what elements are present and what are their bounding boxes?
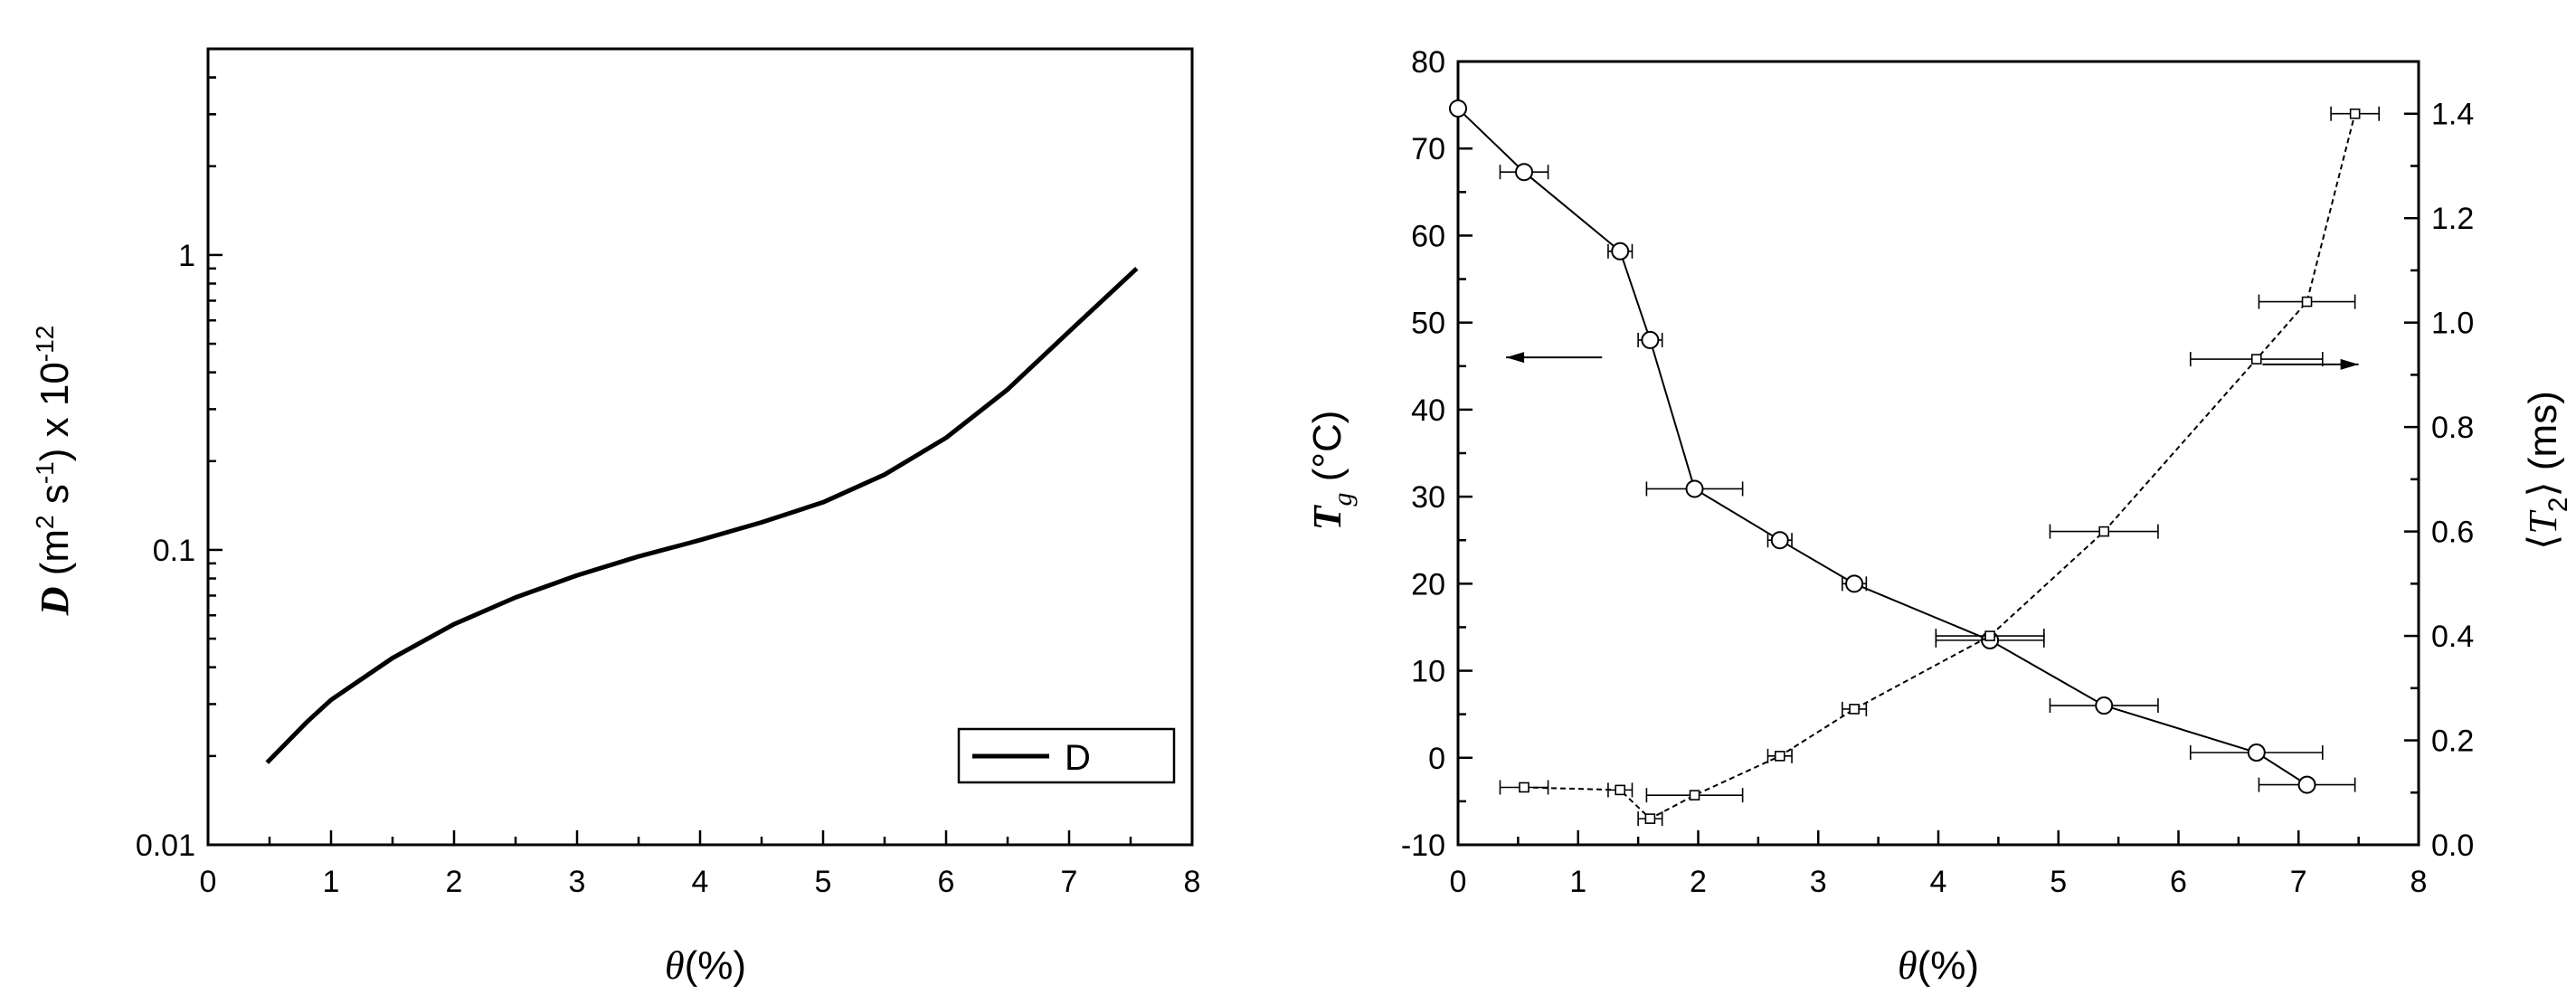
right-y-tick-label: 40 bbox=[1411, 393, 1445, 428]
data-point-square bbox=[1774, 751, 1785, 762]
right-y2-tick-label: 0.8 bbox=[2431, 411, 2474, 445]
left-legend: D bbox=[957, 727, 1176, 784]
data-point-circle bbox=[2247, 744, 2266, 762]
right-series bbox=[1449, 99, 2380, 827]
data-point-circle bbox=[1641, 330, 1660, 349]
left-legend-label: D bbox=[1065, 738, 1091, 778]
left-x-ticks: 0 1 2 3 4 5 6 7 8 bbox=[200, 830, 1201, 899]
right-y-tick-label: 0 bbox=[1428, 742, 1445, 776]
right-y-axis-label: Tg (°C) bbox=[1305, 411, 1358, 531]
data-point-circle bbox=[1770, 531, 1789, 550]
arrow-head-left bbox=[1506, 352, 1525, 364]
left-series bbox=[265, 266, 1139, 764]
right-y-tick-label: 70 bbox=[1411, 132, 1445, 166]
data-point-circle bbox=[1685, 479, 1704, 498]
data-point-circle bbox=[2095, 696, 2114, 715]
right-y2-tick-label: 0.2 bbox=[2431, 725, 2474, 759]
left-y-ticks: 0.01 0.1 1 bbox=[136, 47, 223, 863]
data-point-square bbox=[2098, 526, 2109, 537]
left-y-tick-label: 1 bbox=[178, 239, 195, 273]
right-plot-frame bbox=[1456, 60, 2420, 847]
right-x-tick-label: 4 bbox=[1930, 865, 1947, 899]
right-x-tick-label: 3 bbox=[1810, 865, 1827, 899]
data-point-square bbox=[1644, 813, 1656, 824]
right-y2-tick-label: 0.4 bbox=[2431, 620, 2474, 654]
right-x-tick-label: 6 bbox=[2170, 865, 2187, 899]
right-x-axis-label: θ(%) bbox=[1898, 943, 1979, 988]
data-point-circle bbox=[1449, 99, 1467, 118]
data-point-square bbox=[1615, 784, 1626, 796]
right-x-tick-label: 2 bbox=[1690, 865, 1707, 899]
right-x-ticks: 0 1 2 3 4 5 6 7 8 bbox=[1450, 830, 2428, 899]
left-x-tick-label: 1 bbox=[323, 865, 340, 899]
right-x-tick-label: 0 bbox=[1450, 865, 1467, 899]
right-y-tick-label: 50 bbox=[1411, 307, 1445, 341]
data-point-circle bbox=[1515, 163, 1534, 182]
series-line-2 bbox=[1523, 113, 2356, 820]
left-x-tick-label: 5 bbox=[815, 865, 832, 899]
data-point-circle bbox=[2297, 775, 2316, 794]
left-x-tick-label: 0 bbox=[200, 865, 217, 899]
data-point-square bbox=[2301, 296, 2313, 308]
left-chart: 0 1 2 3 4 5 6 7 8 0.01 0.1 1 D θ(%) D (m2 s-1) x 1… bbox=[31, 47, 1201, 988]
right-y2-tick-label: 1.4 bbox=[2431, 98, 2474, 132]
right-x-tick-label: 5 bbox=[2050, 865, 2067, 899]
data-point-square bbox=[1689, 790, 1700, 800]
right-y2-tick-label: 1.2 bbox=[2431, 202, 2474, 236]
right-x-tick-label: 8 bbox=[2410, 865, 2428, 899]
series-line-D bbox=[265, 266, 1139, 764]
data-point-square bbox=[2250, 354, 2262, 365]
left-x-axis-label: θ(%) bbox=[665, 943, 746, 988]
right-y2-tick-label: 0.0 bbox=[2431, 829, 2474, 863]
data-point-square bbox=[2349, 108, 2361, 119]
right-y2-axis-label: ⟨T2⟩ (ms) bbox=[2521, 391, 2573, 550]
data-point-circle bbox=[1845, 574, 1864, 593]
data-point-square bbox=[1519, 781, 1530, 793]
right-annotations bbox=[1506, 352, 2359, 370]
right-y2-tick-label: 0.6 bbox=[2431, 516, 2474, 550]
right-y-tick-label: 30 bbox=[1411, 480, 1445, 515]
left-y-tick-label: 0.1 bbox=[153, 534, 195, 568]
arrow-head-right bbox=[2340, 358, 2359, 370]
right-x-tick-label: 7 bbox=[2290, 865, 2307, 899]
right-y2-tick-label: 1.0 bbox=[2431, 307, 2474, 341]
data-point-circle bbox=[1611, 242, 1630, 260]
left-y-axis-label: D (m2 s-1) x 10-12 bbox=[31, 326, 77, 617]
left-x-tick-label: 2 bbox=[446, 865, 463, 899]
right-y-tick-label: -10 bbox=[1401, 829, 1445, 863]
left-y-tick-label: 0.01 bbox=[136, 829, 195, 863]
left-x-tick-label: 7 bbox=[1061, 865, 1078, 899]
left-x-tick-label: 4 bbox=[692, 865, 709, 899]
data-point-square bbox=[1984, 630, 1995, 641]
right-y2-ticks: 0.0 0.2 0.4 0.6 0.8 1.0 1.2 1.4 bbox=[2404, 60, 2474, 863]
data-point-square bbox=[1849, 704, 1860, 715]
right-y-ticks: -10 0 10 20 30 40 50 60 70 80 bbox=[1401, 45, 1473, 863]
right-y-tick-label: 20 bbox=[1411, 567, 1445, 601]
left-x-tick-label: 3 bbox=[569, 865, 586, 899]
left-x-tick-label: 6 bbox=[938, 865, 955, 899]
right-y-tick-label: 10 bbox=[1411, 655, 1445, 689]
left-plot-frame bbox=[206, 47, 1194, 847]
right-y-tick-label: 80 bbox=[1411, 45, 1445, 80]
left-x-tick-label: 8 bbox=[1184, 865, 1201, 899]
right-x-tick-label: 1 bbox=[1569, 865, 1586, 899]
right-y-tick-label: 60 bbox=[1411, 219, 1445, 253]
